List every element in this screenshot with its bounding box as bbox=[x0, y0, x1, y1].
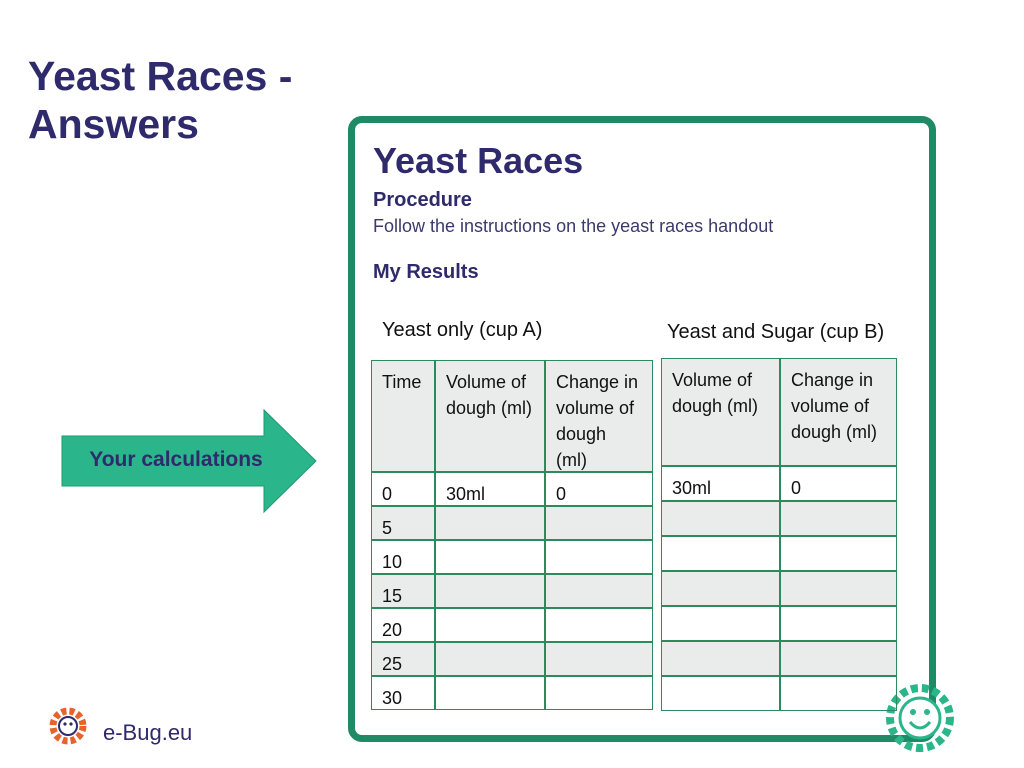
table-caption: Yeast and Sugar (cup B) bbox=[667, 321, 885, 343]
table-cell bbox=[435, 574, 545, 608]
arrow bbox=[61, 408, 317, 514]
table-cell bbox=[661, 571, 780, 606]
table-cell bbox=[780, 641, 897, 676]
table-cell: 0 bbox=[780, 466, 897, 501]
procedure-text: Follow the instructions on the yeast rac… bbox=[373, 216, 774, 236]
results-heading: My Results bbox=[373, 261, 479, 283]
table-cell: 25 bbox=[371, 642, 435, 676]
table-cell bbox=[780, 606, 897, 641]
table-cell: 0 bbox=[545, 472, 653, 506]
table-cell bbox=[545, 540, 653, 574]
arrow-label: Your calculations bbox=[89, 448, 263, 471]
table-cell bbox=[545, 676, 653, 710]
table-cell: Volume of dough (ml) bbox=[661, 358, 780, 466]
table-cell bbox=[435, 642, 545, 676]
ebug-icon bbox=[49, 707, 87, 745]
logo-text: e-Bug.eu bbox=[103, 720, 193, 745]
corner-logo bbox=[886, 684, 954, 752]
table-cell: 20 bbox=[371, 608, 435, 642]
table-cell bbox=[545, 574, 653, 608]
table-cell: 30ml bbox=[435, 472, 545, 506]
slide-title: Yeast Races - Answers bbox=[28, 53, 293, 147]
table-cell bbox=[780, 536, 897, 571]
table-cell bbox=[435, 506, 545, 540]
table-cell bbox=[545, 642, 653, 676]
table-cell bbox=[661, 676, 780, 711]
table-cell: 0 bbox=[371, 472, 435, 506]
card bbox=[348, 116, 936, 742]
card-title: Yeast Races bbox=[373, 140, 584, 181]
table-cell bbox=[780, 676, 897, 711]
table-cell bbox=[435, 676, 545, 710]
table-cell bbox=[435, 540, 545, 574]
table-cell bbox=[545, 608, 653, 642]
table-cell: 30 bbox=[371, 676, 435, 710]
table-cell bbox=[545, 506, 653, 540]
table-cell: 15 bbox=[371, 574, 435, 608]
table-cell bbox=[661, 641, 780, 676]
table-cell bbox=[780, 571, 897, 606]
table-cell: Change in volume of dough (ml) bbox=[545, 360, 653, 472]
table-cell bbox=[661, 501, 780, 536]
table-cell: 5 bbox=[371, 506, 435, 540]
table-cell: Change in volume of dough (ml) bbox=[780, 358, 897, 466]
table-cell: Volume of dough (ml) bbox=[435, 360, 545, 472]
table-cell: 30ml bbox=[661, 466, 780, 501]
table-cell bbox=[435, 608, 545, 642]
table-cell: Time bbox=[371, 360, 435, 472]
table-cell bbox=[661, 536, 780, 571]
table-caption: Yeast only (cup A) bbox=[382, 319, 543, 341]
table-cell: 10 bbox=[371, 540, 435, 574]
procedure-heading: Procedure bbox=[373, 189, 472, 211]
table-cell bbox=[780, 501, 897, 536]
table-cell bbox=[661, 606, 780, 641]
